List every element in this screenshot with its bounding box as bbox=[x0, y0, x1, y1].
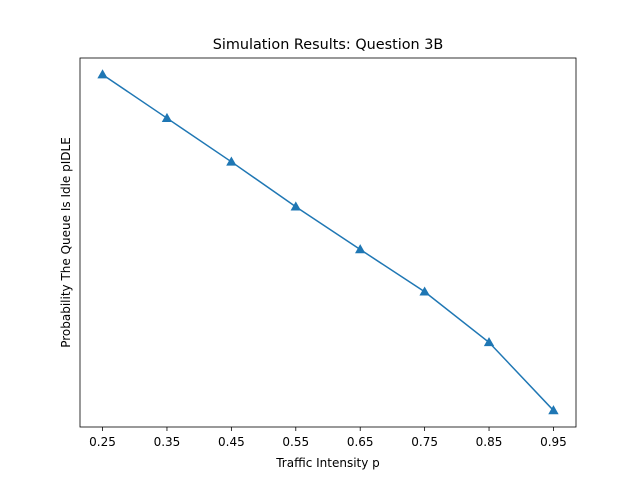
x-axis-ticks: 0.25 0.35 0.45 0.55 0.65 0.75 0.85 0.95 bbox=[89, 427, 567, 449]
x-tick-label: 0.65 bbox=[347, 435, 374, 449]
chart-title: Simulation Results: Question 3B bbox=[213, 37, 444, 53]
x-tick-label: 0.55 bbox=[282, 435, 309, 449]
data-point-2 bbox=[226, 156, 237, 166]
y-axis-label: Probability The Queue Is Idle pIDLE bbox=[59, 137, 73, 348]
series-line-0 bbox=[102, 73, 554, 411]
x-tick-label: 0.75 bbox=[411, 435, 438, 449]
data-point-5 bbox=[419, 286, 430, 296]
data-point-3 bbox=[290, 201, 301, 211]
x-axis-label: Traffic Intensity p bbox=[275, 456, 380, 470]
x-tick-label: 0.35 bbox=[154, 435, 181, 449]
data-point-6 bbox=[483, 337, 495, 347]
x-tick-label: 0.25 bbox=[89, 435, 116, 449]
plot-layer bbox=[97, 69, 559, 415]
x-tick-label: 0.45 bbox=[218, 435, 245, 449]
data-point-1 bbox=[161, 112, 173, 122]
x-tick-label: 0.85 bbox=[476, 435, 503, 449]
data-point-4 bbox=[355, 244, 366, 254]
data-point-0 bbox=[97, 69, 108, 79]
x-tick-label: 0.95 bbox=[540, 435, 567, 449]
plot-area-frame bbox=[79, 57, 577, 428]
data-point-7 bbox=[548, 405, 559, 415]
